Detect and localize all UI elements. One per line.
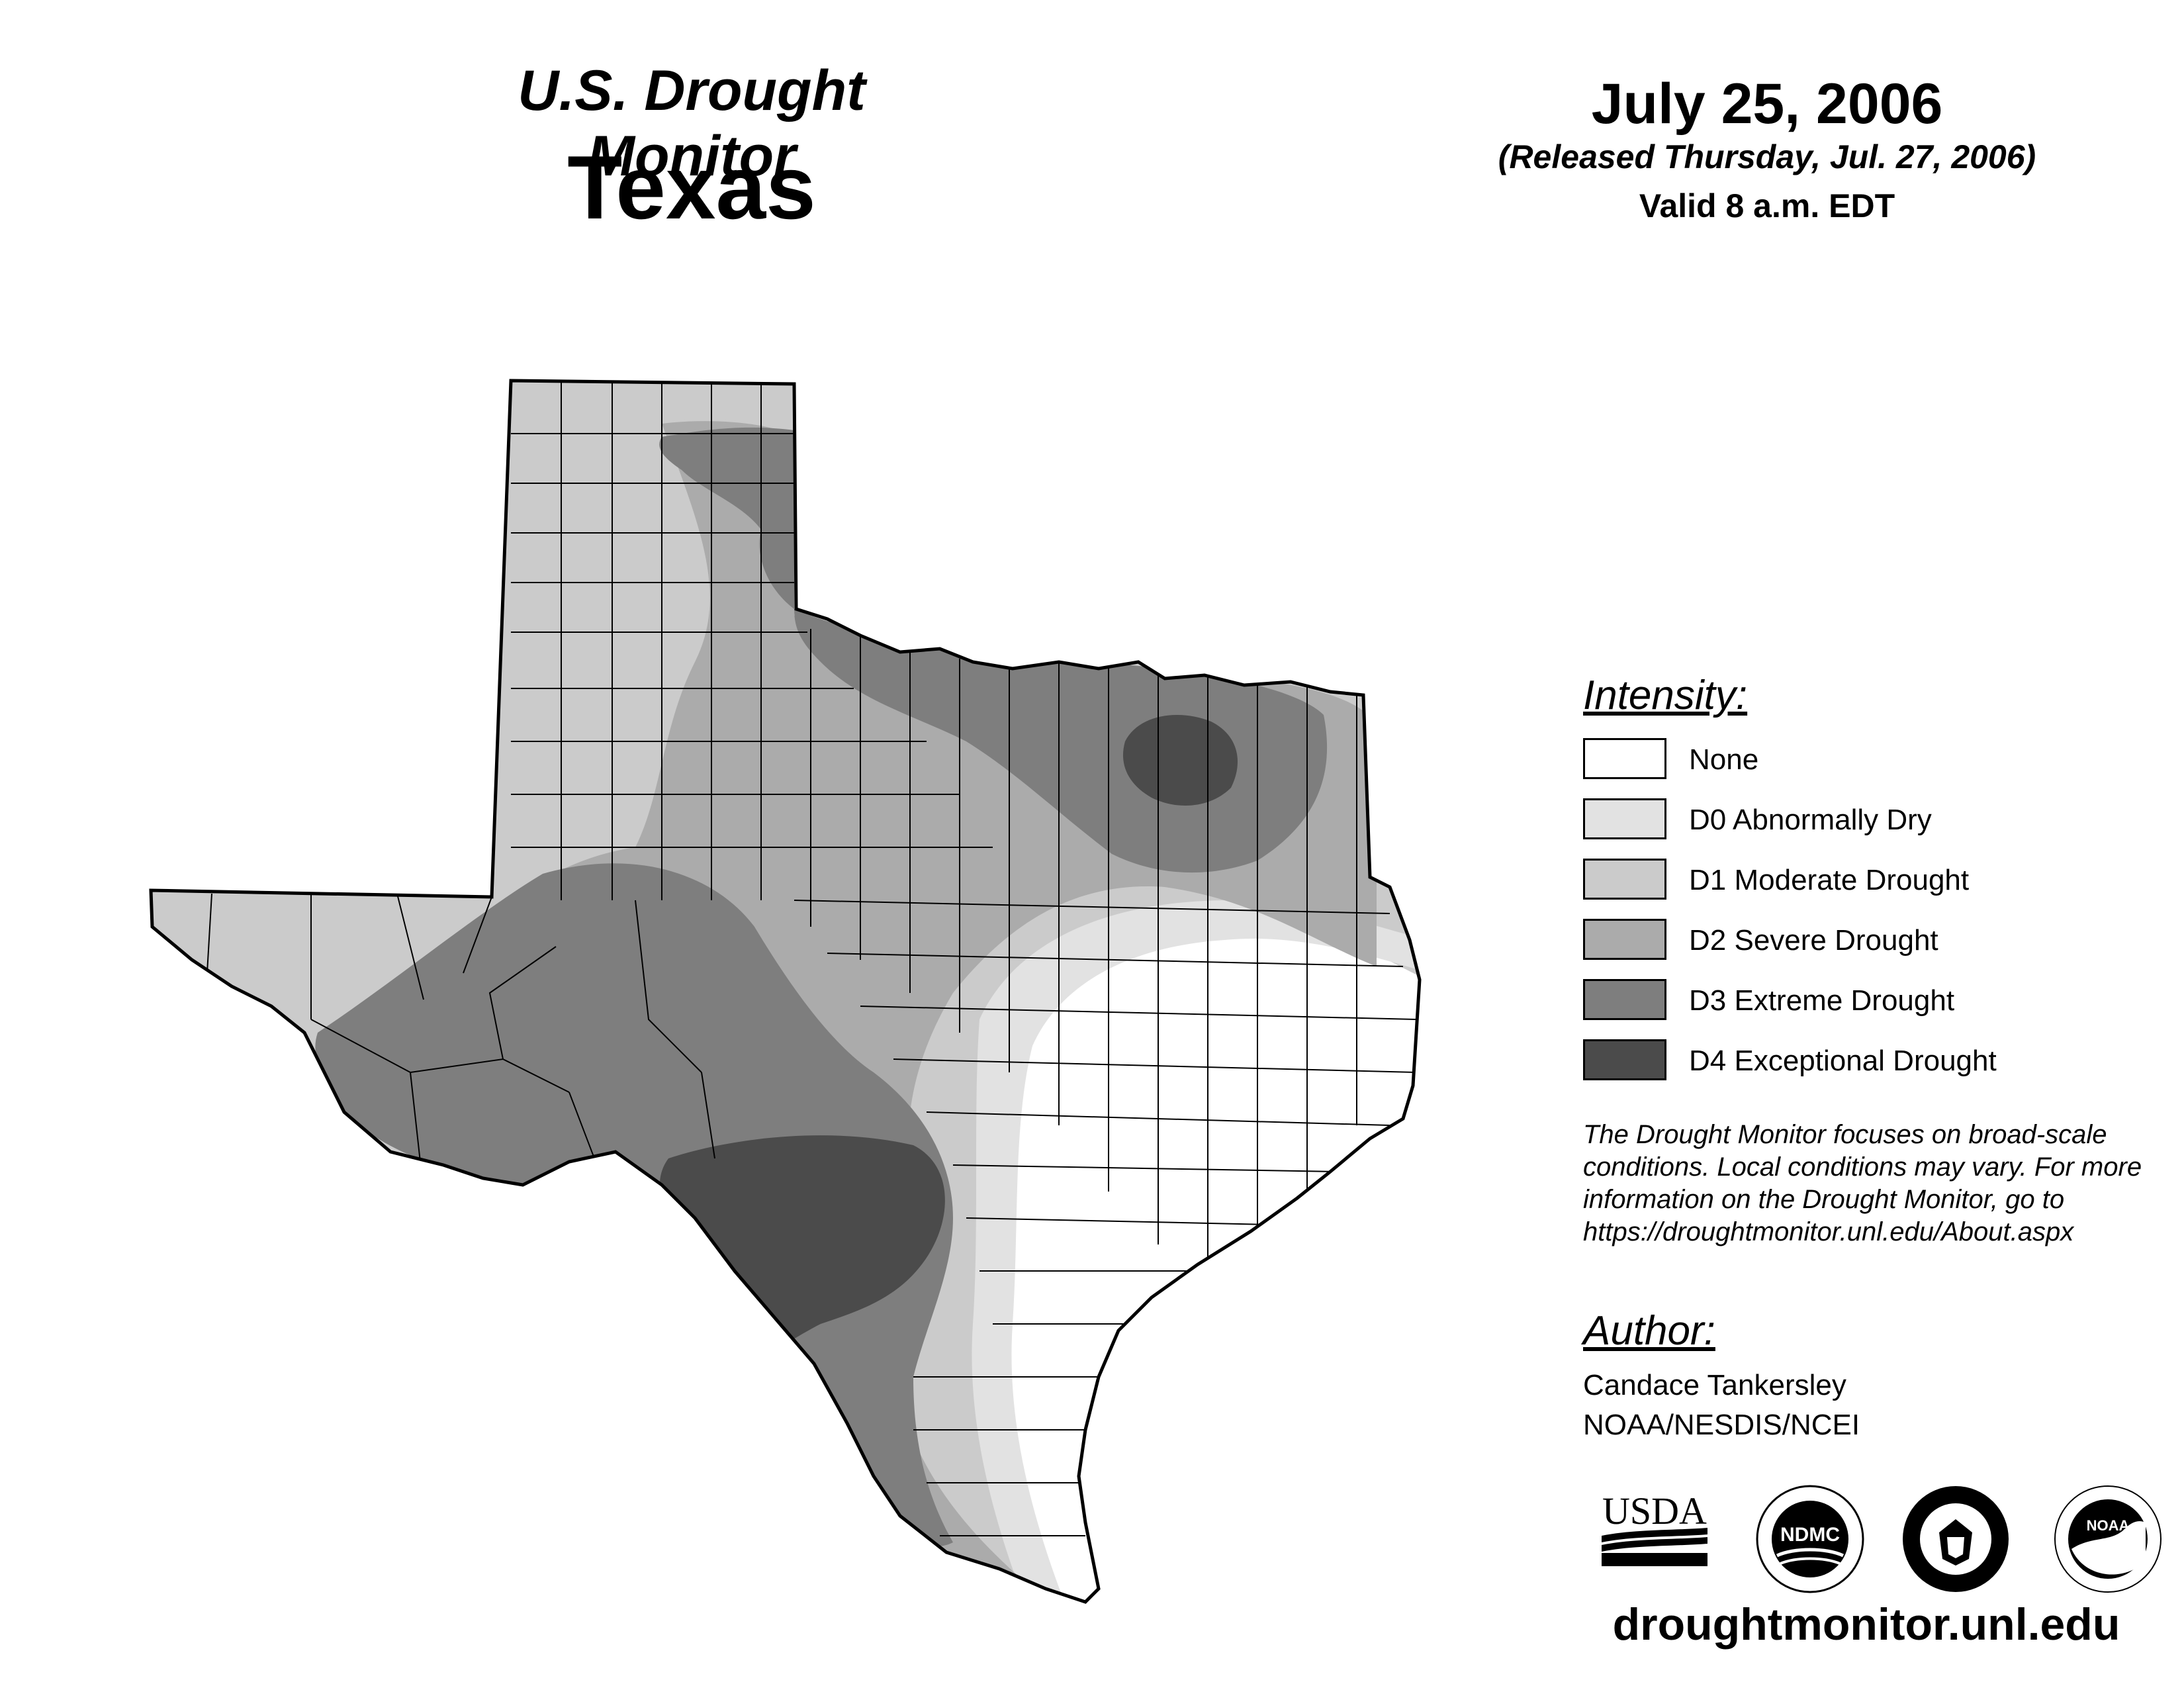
usda-logo-text: USDA (1602, 1489, 1707, 1532)
legend-item: D3 Extreme Drought (1583, 979, 2113, 1023)
author-name: Candace Tankersley (1583, 1369, 1846, 1401)
legend-item: D1 Moderate Drought (1583, 859, 2113, 902)
legend-item: D4 Exceptional Drought (1583, 1039, 2113, 1083)
ndmc-logo: NDMC (1756, 1485, 1864, 1593)
map-title: U.S. Drought Monitor (518, 59, 866, 188)
d4-region-north (1122, 715, 1238, 806)
state-name: Texas (567, 137, 816, 238)
legend-swatch (1583, 919, 1666, 960)
county-lines (205, 381, 1417, 1536)
legend-label: D0 Abnormally Dry (1689, 804, 1932, 836)
site-url[interactable]: droughtmonitor.unl.edu (1612, 1599, 2120, 1650)
legend-swatch (1583, 798, 1666, 839)
legend-label: None (1689, 743, 1759, 776)
legend-label: D2 Severe Drought (1689, 924, 1938, 957)
legend-label: D4 Exceptional Drought (1689, 1045, 1997, 1077)
legend-item: D0 Abnormally Dry (1583, 798, 2113, 842)
legend-label: D1 Moderate Drought (1689, 864, 1970, 896)
noaa-logo: NOAA (2054, 1485, 2161, 1593)
map-date: July 25, 2006 (1591, 72, 1943, 136)
legend-swatch (1583, 859, 1666, 900)
valid-time: Valid 8 a.m. EDT (1639, 187, 1895, 224)
legend-title: Intensity: (1583, 673, 1748, 718)
release-date: (Released Thursday, Jul. 27, 2006) (1498, 138, 2036, 175)
legend-swatch (1583, 979, 1666, 1020)
noaa-logo-text: NOAA (2087, 1517, 2130, 1534)
ndmc-logo-text: NDMC (1780, 1524, 1840, 1546)
texas-drought-map (0, 0, 1522, 1688)
d0-region-east (972, 900, 1420, 1602)
legend-label: D3 Extreme Drought (1689, 984, 1955, 1017)
legend-swatch (1583, 738, 1666, 779)
disclaimer-note: The Drought Monitor focuses on broad-sca… (1583, 1120, 2142, 1246)
drought-intensity-shading (151, 381, 1420, 1602)
commerce-seal (1903, 1486, 2009, 1592)
usda-logo: USDA (1602, 1489, 1707, 1566)
legend-swatch (1583, 1039, 1666, 1080)
legend-item: D2 Severe Drought (1583, 919, 2113, 962)
d3-region-southwest (315, 863, 953, 1546)
author-organization: NOAA/NESDIS/NCEI (1583, 1409, 1860, 1441)
legend-item: None (1583, 738, 2113, 782)
author-heading: Author: (1583, 1308, 1715, 1354)
none-region (990, 914, 1420, 1602)
